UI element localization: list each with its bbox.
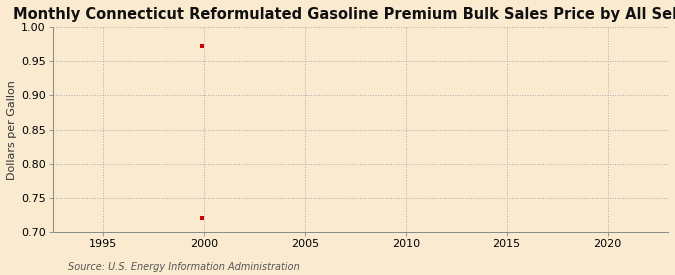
Y-axis label: Dollars per Gallon: Dollars per Gallon (7, 80, 17, 180)
Title: Monthly Connecticut Reformulated Gasoline Premium Bulk Sales Price by All Seller: Monthly Connecticut Reformulated Gasolin… (13, 7, 675, 22)
Text: Source: U.S. Energy Information Administration: Source: U.S. Energy Information Administ… (68, 262, 299, 272)
